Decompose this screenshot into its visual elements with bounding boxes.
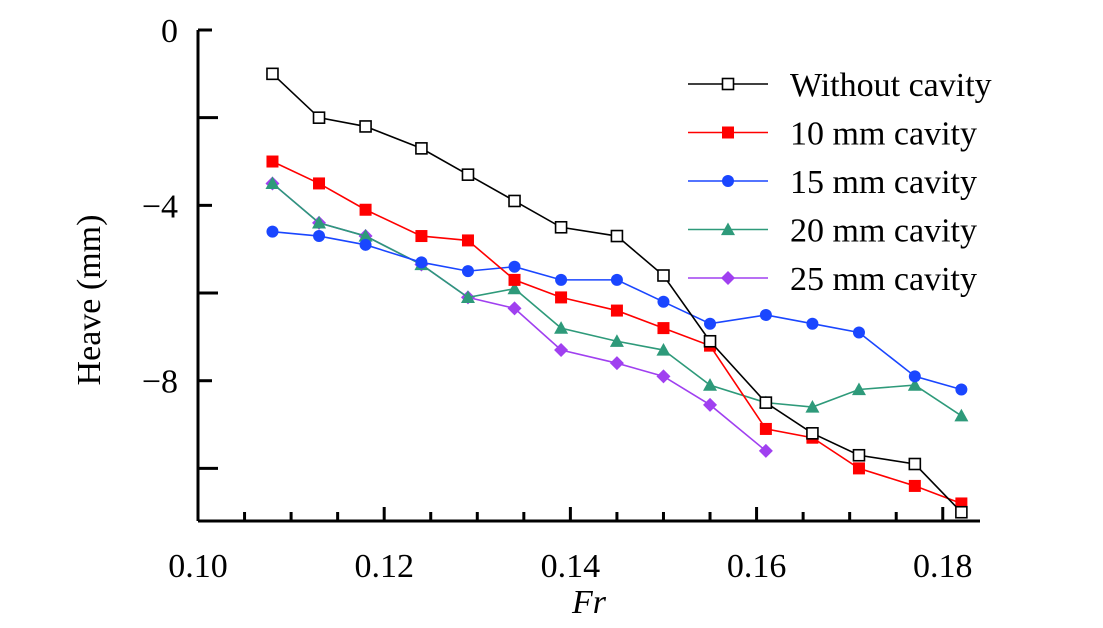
x-tick-label: 0.10	[168, 548, 228, 585]
series-without-cavity	[266, 67, 968, 519]
data-point	[266, 225, 279, 238]
legend-item: 10 mm cavity	[688, 116, 977, 153]
legend-item: Without cavity	[688, 67, 992, 104]
data-point	[703, 397, 718, 412]
data-point	[610, 273, 623, 286]
x-tick-label: 0.18	[913, 548, 973, 585]
data-point	[656, 369, 671, 384]
data-point	[806, 427, 819, 440]
data-point	[415, 256, 428, 269]
series-10-mm-cavity	[266, 155, 968, 510]
data-point	[554, 321, 569, 334]
y-axis-label: Heave (mm)	[71, 215, 108, 386]
data-point	[759, 308, 772, 321]
data-point	[359, 120, 372, 133]
data-point	[554, 343, 569, 358]
legend-marker	[721, 222, 735, 236]
y-tick-label: −8	[142, 364, 178, 401]
legend-label: 10 mm cavity	[790, 116, 977, 153]
data-point	[657, 295, 670, 308]
data-point	[954, 408, 969, 422]
data-point	[759, 422, 772, 435]
data-point	[266, 155, 279, 168]
x-tick-label: 0.12	[354, 548, 414, 585]
data-point	[313, 230, 326, 243]
x-tick-label: 0.14	[541, 548, 601, 585]
legend-label: 15 mm cavity	[790, 164, 977, 201]
data-point	[703, 378, 718, 391]
data-point	[852, 448, 866, 462]
data-point	[508, 260, 521, 273]
data-point	[554, 220, 568, 234]
data-point	[609, 334, 624, 347]
data-point	[507, 301, 522, 316]
data-point	[805, 400, 820, 413]
x-tick-label: 0.16	[727, 548, 787, 585]
data-point	[358, 229, 373, 242]
data-point	[359, 203, 372, 216]
series-15-mm-cavity	[266, 225, 968, 396]
data-point	[703, 334, 717, 348]
x-axis-label: Fr	[571, 584, 607, 621]
data-point	[415, 230, 428, 243]
data-point	[555, 291, 568, 304]
legend-label: 25 mm cavity	[790, 261, 977, 298]
legend-marker	[722, 175, 734, 187]
data-point	[955, 505, 968, 519]
data-point	[265, 176, 280, 190]
data-point	[266, 67, 279, 81]
legend-item: 15 mm cavity	[688, 164, 977, 201]
data-point	[609, 356, 624, 371]
y-tick-label: −4	[142, 188, 178, 225]
data-point	[852, 326, 865, 339]
data-point	[460, 290, 475, 304]
legend-marker	[721, 77, 735, 91]
data-point	[656, 343, 671, 356]
data-point	[704, 317, 717, 330]
data-point	[758, 443, 773, 458]
legend-item: 25 mm cavity	[688, 261, 977, 298]
data-point	[955, 383, 968, 396]
data-point	[507, 281, 522, 295]
data-point	[359, 238, 372, 251]
legend-label: 20 mm cavity	[790, 213, 977, 250]
data-point	[908, 370, 921, 383]
tick-labels: 0 −4 −8 0.10 0.12 0.14 0.16 0.18	[142, 13, 973, 585]
data-point	[415, 142, 428, 155]
series-line	[271, 182, 767, 452]
y-tick-label: 0	[161, 13, 178, 50]
legend-marker	[722, 126, 734, 139]
data-point	[610, 304, 623, 317]
data-point	[610, 229, 624, 243]
ticks	[196, 28, 945, 521]
legend-marker	[721, 271, 735, 285]
data-point	[508, 273, 521, 286]
data-point	[312, 215, 327, 229]
data-point	[461, 168, 475, 181]
data-point	[555, 273, 568, 286]
data-point	[657, 269, 670, 282]
legend: Without cavity 10 mm cavity 15 mm cavity 20…	[688, 67, 992, 298]
series	[265, 67, 969, 519]
data-point	[461, 234, 474, 247]
legend-item: 20 mm cavity	[688, 213, 977, 250]
data-point	[852, 462, 865, 475]
data-point	[657, 322, 670, 335]
data-point	[907, 378, 922, 391]
data-point	[908, 479, 921, 492]
data-point	[759, 396, 773, 409]
data-point	[851, 382, 866, 396]
data-point	[908, 457, 922, 471]
legend-label: Without cavity	[790, 67, 992, 104]
data-point	[461, 265, 474, 278]
data-point	[508, 194, 521, 208]
data-point	[312, 111, 326, 124]
data-point	[806, 317, 819, 330]
data-point	[313, 177, 326, 190]
